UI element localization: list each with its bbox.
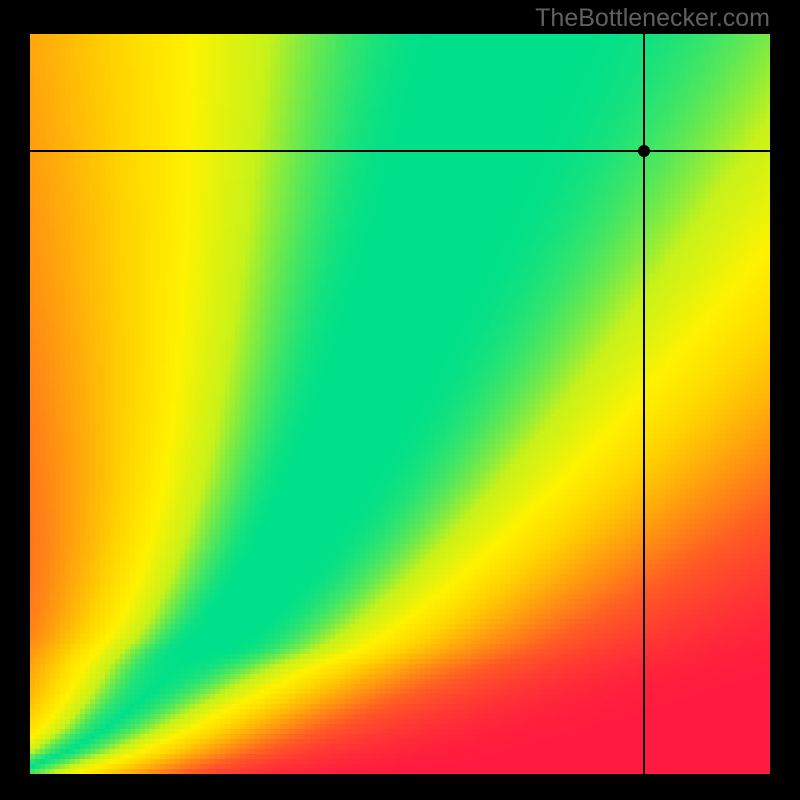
- crosshair-horizontal: [30, 150, 770, 152]
- heatmap-canvas: [30, 34, 770, 774]
- watermark-text: TheBottlenecker.com: [535, 4, 770, 33]
- chart-container: TheBottlenecker.com: [0, 0, 800, 800]
- crosshair-marker: [638, 145, 650, 157]
